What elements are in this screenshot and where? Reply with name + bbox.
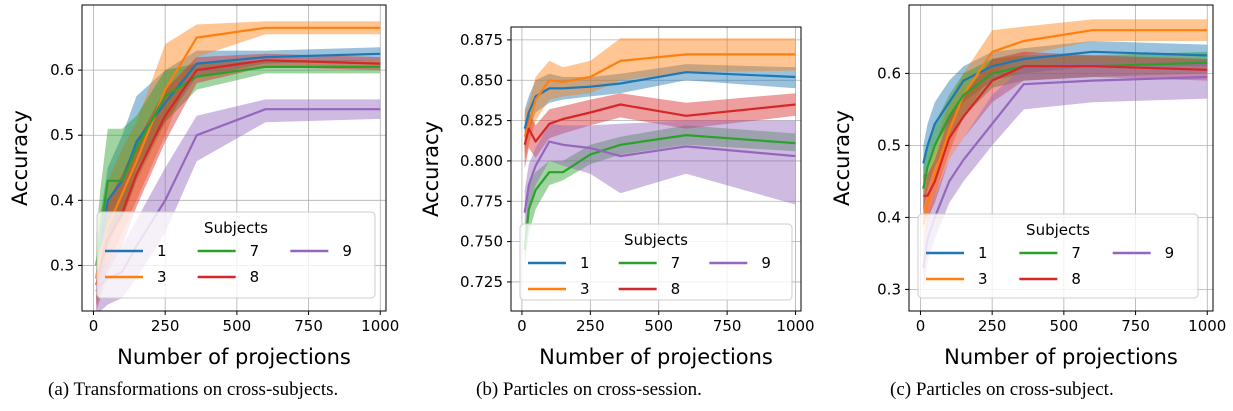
caption-c: (c) Particles on cross-subject. <box>890 379 1114 400</box>
y-tick-label: 0.5 <box>50 126 74 144</box>
x-axis-label: Number of projections <box>117 345 351 369</box>
chart-a: 0 250 500 750 1000 0.3 0.4 0.5 0.6 Number of proj… <box>8 4 399 369</box>
line-series-9 <box>523 140 796 213</box>
x-tick-label: 1000 <box>776 317 814 335</box>
y-tick-label: 0.6 <box>50 61 74 79</box>
y-tick-label: 0.3 <box>877 280 901 298</box>
y-tick-label: 0.5 <box>877 136 901 154</box>
legend-title: Subjects <box>204 219 268 237</box>
x-tick-label: 750 <box>294 317 323 335</box>
x-tick-label: 0 <box>89 317 99 335</box>
band-series-7 <box>923 51 1208 211</box>
line-series-8 <box>523 103 796 146</box>
y-axis-label: Accuracy <box>830 110 854 206</box>
legend-label-8: 8 <box>250 268 260 286</box>
legend-label-7: 7 <box>1071 244 1081 262</box>
x-tick-label: 500 <box>644 317 673 335</box>
legend-box <box>917 213 1199 299</box>
legend-label-1: 1 <box>978 244 988 262</box>
legend-label-9: 9 <box>1165 244 1175 262</box>
band-series-8 <box>923 51 1208 218</box>
x-tick-label: 250 <box>151 317 180 335</box>
x-tick-label: 750 <box>1121 317 1150 335</box>
y-tick-label: 0.6 <box>877 64 901 82</box>
legend-label-7: 7 <box>250 242 260 260</box>
y-tick-label: 0.750 <box>460 233 503 251</box>
legend-label-8: 8 <box>1071 270 1081 288</box>
legend-label-3: 3 <box>978 270 988 288</box>
y-tick-label: 0.4 <box>50 191 74 209</box>
band-series-7 <box>524 125 796 266</box>
y-tick-label: 0.3 <box>50 256 74 274</box>
legend-label-9: 9 <box>342 242 352 260</box>
plot-frame <box>81 4 387 312</box>
legend-title: Subjects <box>624 231 688 249</box>
legend-title: Subjects <box>1026 221 1090 239</box>
band-series-7 <box>96 60 381 298</box>
caption-a: (a) Transformations on cross-subjects. <box>48 379 339 400</box>
band-series-3 <box>96 21 381 305</box>
legend-label-3: 3 <box>157 268 167 286</box>
y-tick-label: 0.800 <box>460 152 503 170</box>
x-tick-label: 500 <box>1050 317 1079 335</box>
line-series-8 <box>923 65 1208 197</box>
x-tick-label: 750 <box>713 317 742 335</box>
chart-b: 0 250 500 750 1000 0.725 0.750 0.775 0.800 0.825 0… <box>419 26 815 369</box>
band-series-8 <box>96 53 381 312</box>
line-series-3 <box>523 53 796 138</box>
legend-label-1: 1 <box>580 254 590 272</box>
x-axis-label: Number of projections <box>944 345 1178 369</box>
y-tick-label: 0.850 <box>460 71 503 89</box>
legend-label-3: 3 <box>580 280 590 298</box>
chart-c: 0 250 500 750 1000 0.3 0.4 0.5 0.6 Number of proj… <box>830 4 1226 369</box>
y-axis-label: Accuracy <box>419 121 443 217</box>
plot-frame <box>908 4 1214 312</box>
y-tick-label: 0.825 <box>460 112 503 130</box>
x-tick-label: 500 <box>223 317 252 335</box>
plot-frame <box>510 26 802 312</box>
legend-box <box>96 211 376 299</box>
line-series-1 <box>523 71 796 129</box>
band-series-1 <box>923 41 1208 182</box>
x-tick-label: 250 <box>978 317 1007 335</box>
line-series-7 <box>523 134 796 250</box>
legend-label-8: 8 <box>671 280 681 298</box>
band-series-9 <box>923 62 1208 290</box>
y-tick-label: 0.725 <box>460 273 503 291</box>
x-tick-label: 1000 <box>361 317 399 335</box>
legend-label-1: 1 <box>157 242 167 260</box>
x-tick-label: 0 <box>916 317 926 335</box>
band-series-3 <box>524 38 796 161</box>
x-tick-label: 0 <box>517 317 527 335</box>
y-axis-label: Accuracy <box>8 110 32 206</box>
y-tick-label: 0.4 <box>877 208 901 226</box>
x-axis-label: Number of projections <box>539 345 773 369</box>
x-tick-label: 1000 <box>1188 317 1226 335</box>
caption-b: (b) Particles on cross-session. <box>476 379 702 400</box>
y-tick-label: 0.775 <box>460 192 503 210</box>
legend-label-9: 9 <box>761 254 771 272</box>
y-tick-label: 0.875 <box>460 31 503 49</box>
x-tick-label: 250 <box>576 317 605 335</box>
line-series-1 <box>922 50 1208 164</box>
legend-label-7: 7 <box>671 254 681 272</box>
